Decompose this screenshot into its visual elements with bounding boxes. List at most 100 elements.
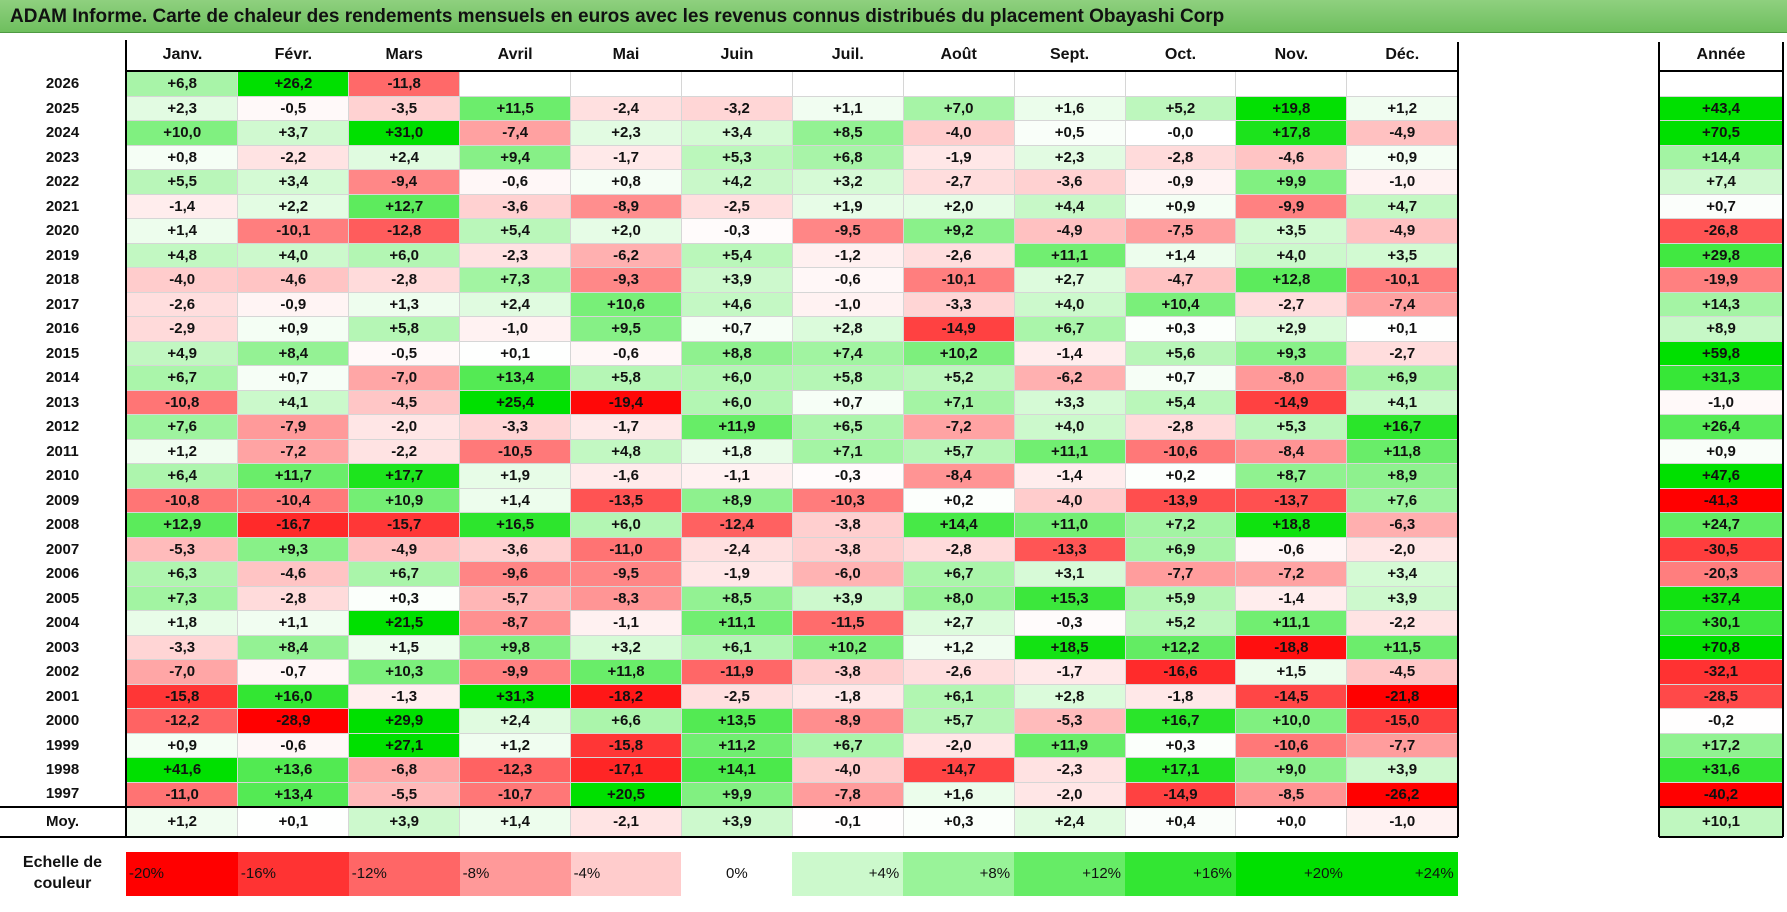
heat-cell: -1,0 <box>1346 169 1459 195</box>
heat-cell: +5,4 <box>1124 389 1237 415</box>
heat-cell: +0,9 <box>237 316 350 342</box>
year-label: 2025 <box>0 96 127 121</box>
year-label: 2020 <box>0 218 127 243</box>
header-corner <box>0 40 127 71</box>
heat-cell: +6,1 <box>902 683 1015 709</box>
heat-cell: +7,3 <box>459 267 572 293</box>
heat-cell: +6,7 <box>902 561 1015 587</box>
heat-cell: +4,8 <box>125 242 239 268</box>
heat-cell: -2,0 <box>348 414 461 440</box>
heat-cell: -8,4 <box>1235 438 1348 464</box>
heat-cell: +16,7 <box>1124 708 1237 734</box>
year-label: 2009 <box>0 488 127 513</box>
heat-cell: -2,8 <box>902 536 1015 562</box>
heat-cell: -15,8 <box>125 683 239 709</box>
annual-cell: -41,3 <box>1659 487 1783 513</box>
year-label: 2006 <box>0 561 127 586</box>
heat-cell: -3,3 <box>902 291 1015 317</box>
heat-cell: +6,5 <box>791 414 904 440</box>
month-header: Nov. <box>1235 40 1347 72</box>
heat-cell: +1,4 <box>125 218 239 244</box>
heat-cell: +2,4 <box>459 708 572 734</box>
heat-cell: +41,6 <box>125 757 239 783</box>
heat-cell: +1,5 <box>1235 659 1348 685</box>
heat-cell: -0,7 <box>237 659 350 685</box>
average-cell: +0,3 <box>902 806 1015 837</box>
heat-cell: -10,6 <box>1124 438 1237 464</box>
heat-cell: +6,8 <box>791 144 904 170</box>
heat-cell: +2,7 <box>902 610 1015 636</box>
heat-cell: -1,0 <box>459 316 572 342</box>
year-label: 2024 <box>0 120 127 145</box>
heat-cell: -7,8 <box>791 781 904 808</box>
heat-cell: +0,8 <box>570 169 682 195</box>
heat-cell: +5,2 <box>1124 95 1237 121</box>
year-label: 2022 <box>0 169 127 194</box>
heat-cell <box>680 70 793 97</box>
heat-cell <box>1235 70 1348 97</box>
year-row: 2000 -12,2 -28,9 +29,9 +2,4 +6,6 +13,5 -8,9 +5,7… <box>0 708 1459 734</box>
annual-cell <box>1659 70 1783 97</box>
annual-cell: -0,2 <box>1659 708 1783 734</box>
average-cell: +2,4 <box>1013 806 1126 837</box>
heat-cell: +4,6 <box>680 291 793 317</box>
color-scale-stop: +24% <box>1346 852 1458 896</box>
heat-cell <box>570 70 682 97</box>
heat-cell: -2,2 <box>1346 610 1459 636</box>
heat-cell: +11,0 <box>1013 512 1126 538</box>
heat-cell: +6,9 <box>1346 365 1459 391</box>
year-row: 2014 +6,7 +0,7 -7,0 +13,4 +5,8 +6,0 +5,8 +5,2 -6,… <box>0 365 1459 391</box>
heat-cell: -1,2 <box>791 242 904 268</box>
heat-cell: -4,6 <box>237 267 350 293</box>
heat-cell: +2,4 <box>348 144 461 170</box>
annual-cell: -32,1 <box>1659 659 1783 685</box>
heat-cell: +16,5 <box>459 512 572 538</box>
table-border-bottom <box>0 836 1459 838</box>
heat-cell: -10,8 <box>125 389 239 415</box>
heat-cell: +0,9 <box>1346 144 1459 170</box>
heat-cell: +31,0 <box>348 120 461 146</box>
heat-cell: +17,7 <box>348 463 461 489</box>
heat-cell: +12,9 <box>125 512 239 538</box>
year-label: 2014 <box>0 365 127 390</box>
heat-cell: -10,5 <box>459 438 572 464</box>
heat-cell: +0,1 <box>459 340 572 366</box>
heat-cell: +1,4 <box>1124 242 1237 268</box>
heat-cell: -3,5 <box>348 95 461 121</box>
heat-cell: +0,3 <box>348 585 461 611</box>
heat-cell: -28,9 <box>237 708 350 734</box>
heat-cell: -3,6 <box>459 536 572 562</box>
heat-cell: +27,1 <box>348 732 461 758</box>
heat-cell: +2,0 <box>902 193 1015 219</box>
heat-cell: +7,2 <box>1124 512 1237 538</box>
heat-cell: -3,8 <box>791 512 904 538</box>
annual-cell: +0,7 <box>1659 193 1783 219</box>
heat-cell: -1,4 <box>1013 340 1126 366</box>
year-row: 2008 +12,9 -16,7 -15,7 +16,5 +6,0 -12,4 -3,8 +14… <box>0 512 1459 538</box>
heat-cell: +2,3 <box>570 120 682 146</box>
heat-cell: -0,3 <box>1013 610 1126 636</box>
heat-cell: +2,3 <box>125 95 239 121</box>
annual-header: Année <box>1659 40 1783 72</box>
year-label: 2010 <box>0 463 127 488</box>
heat-cell: -10,4 <box>237 487 350 513</box>
year-label: 2026 <box>0 71 127 96</box>
heat-cell: -3,6 <box>1013 169 1126 195</box>
heat-cell: +3,9 <box>1346 585 1459 611</box>
heat-cell: +0,8 <box>125 144 239 170</box>
heat-cell: +6,7 <box>791 732 904 758</box>
heat-cell: +9,3 <box>237 536 350 562</box>
heat-cell: -14,7 <box>902 757 1015 783</box>
heat-cell: +11,8 <box>570 659 682 685</box>
year-label: 2000 <box>0 708 127 733</box>
heat-cell: -7,0 <box>125 659 239 685</box>
heat-cell: +2,4 <box>459 291 572 317</box>
annual-cell: +31,3 <box>1659 365 1783 391</box>
year-label: 1998 <box>0 757 127 782</box>
heat-cell: +1,8 <box>125 610 239 636</box>
heat-cell: -5,5 <box>348 781 461 808</box>
heat-cell: -12,3 <box>459 757 572 783</box>
year-row: 2016 -2,9 +0,9 +5,8 -1,0 +9,5 +0,7 +2,8 -14,9 +6,… <box>0 316 1459 342</box>
annual-cell: +43,4 <box>1659 95 1783 121</box>
heat-cell: -16,6 <box>1124 659 1237 685</box>
